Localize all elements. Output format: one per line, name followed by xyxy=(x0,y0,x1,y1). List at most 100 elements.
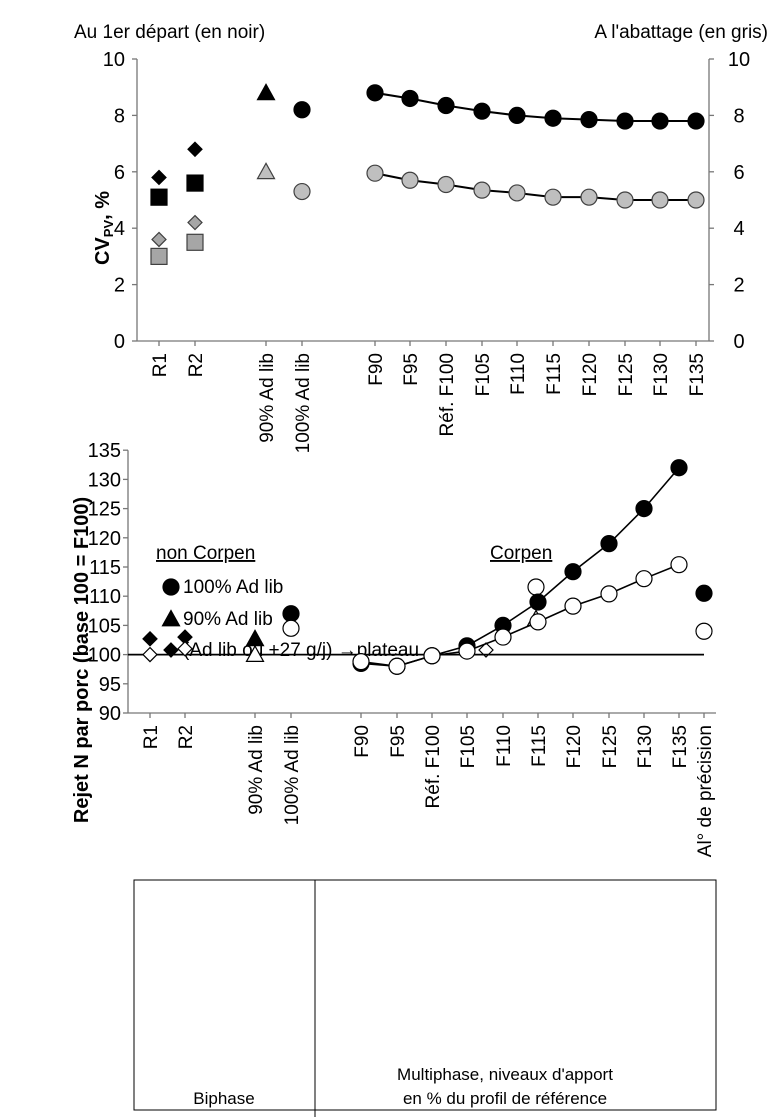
y-tick-label-right: 2 xyxy=(733,275,744,297)
data-point-c_line xyxy=(529,613,547,631)
x-tick-label: R2 xyxy=(176,725,197,749)
x-tick-label: F135 xyxy=(687,353,708,396)
y-tick-label: 110 xyxy=(89,586,121,608)
y-axis-label: CVPV, % xyxy=(92,191,116,265)
series-lines xyxy=(374,91,696,201)
x-tick-label: F130 xyxy=(635,725,656,768)
legend-marker-corpen xyxy=(478,642,494,658)
data-point-aba_line xyxy=(687,191,705,209)
data-point-dep_line xyxy=(401,89,419,108)
x-tick-label: R1 xyxy=(150,353,171,377)
data-point-dep_triangle xyxy=(256,83,276,101)
x-tick-label: F120 xyxy=(564,725,585,768)
nitrogen-chart: Rejet N par porc (base 100 = F100) non C… xyxy=(71,440,717,1117)
group-table-border xyxy=(133,879,717,1111)
x-tick-labels: R1 R2 90% Ad lib 100% Ad lib F90 F95 Réf. F100… xyxy=(141,725,716,857)
y-tick-label-left: 2 xyxy=(114,275,125,297)
y-tick-label-left: 4 xyxy=(114,218,125,240)
legend: 100% Ad lib 90% Ad lib (Ad lib ou +27 g/j)… xyxy=(161,577,546,661)
x-tick-label: F105 xyxy=(458,725,479,768)
x-tick-label: F130 xyxy=(651,353,672,396)
y-tick-label-left: 10 xyxy=(103,49,125,71)
axes xyxy=(123,449,716,718)
data-point-c_line xyxy=(352,653,370,671)
data-point-dep_line xyxy=(687,112,705,130)
data-point-c_line xyxy=(635,570,653,588)
x-tick-label: F115 xyxy=(529,725,550,767)
data-point-aba_line xyxy=(366,164,384,182)
data-point-c_line xyxy=(423,647,441,665)
data-point-c_line xyxy=(388,657,406,675)
legend-label: (Ad lib ou +27 g/j) →plateau xyxy=(183,640,419,661)
y-tick-label-right: 8 xyxy=(733,105,744,127)
legend-marker-non-corpen xyxy=(163,642,179,658)
header-right: A l'abattage (en gris) xyxy=(594,22,768,43)
data-point-c_diamond xyxy=(142,646,158,663)
data-point-aba_triangle xyxy=(256,162,276,180)
x-tick-labels: R1 R2 90% Ad lib 100% Ad lib F90 F95 Réf. F100… xyxy=(150,353,708,453)
series-lines xyxy=(360,467,680,668)
x-tick-label: F105 xyxy=(473,353,494,396)
data-point-aba_square xyxy=(150,247,168,265)
data-point-c_line xyxy=(494,628,512,646)
series-line-dep_line xyxy=(374,91,696,123)
x-tick-label: F125 xyxy=(600,725,621,768)
data-point-dep_diamond xyxy=(187,141,203,158)
y-tick-label-left: 8 xyxy=(114,105,125,127)
data-point-c_diamond xyxy=(177,640,193,657)
group-label-multiphase-line2: en % du profil de référence xyxy=(403,1089,607,1108)
header-left: Au 1er départ (en noir) xyxy=(74,22,265,43)
data-point-dep_line xyxy=(651,112,669,130)
legend-label: 90% Ad lib xyxy=(183,609,273,630)
data-point-dep_diamond xyxy=(151,169,167,186)
y-tick-labels: 0 0 2 2 4 4 6 6 8 8 10 10 xyxy=(103,49,750,353)
y-tick-label-right: 10 xyxy=(728,49,750,71)
y-tick-label: 115 xyxy=(89,557,121,579)
legend-header-right: Corpen xyxy=(490,543,552,564)
y-tick-label-left: 0 xyxy=(114,331,125,353)
data-point-c_circle xyxy=(695,622,713,640)
axes xyxy=(132,58,714,346)
group-label-multiphase-line1: Multiphase, niveaux d'apport xyxy=(397,1065,613,1084)
data-point-nc_line xyxy=(635,500,653,518)
x-tick-label: 90% Ad lib xyxy=(246,725,267,815)
data-point-dep_line xyxy=(580,111,598,129)
data-point-nc_line xyxy=(670,459,688,477)
data-point-dep_line xyxy=(366,84,384,102)
series-line-nc_line xyxy=(360,467,680,668)
x-tick-label: R2 xyxy=(186,353,207,377)
data-point-c_line xyxy=(458,642,476,660)
x-tick-label: F135 xyxy=(670,725,691,768)
data-point-dep_circle xyxy=(293,101,311,119)
data-point-c_circle xyxy=(282,619,300,637)
group-table: Biphase Multiphase, niveaux d'apport en % … xyxy=(133,879,717,1117)
data-point-aba_diamond xyxy=(151,231,167,248)
data-point-dep_square xyxy=(150,188,168,206)
data-point-c_line xyxy=(600,585,618,603)
data-point-c_line xyxy=(670,556,688,574)
y-tick-label: 120 xyxy=(88,528,121,550)
y-tick-label-right: 6 xyxy=(733,162,744,184)
y-tick-label-right: 0 xyxy=(733,331,744,353)
data-point-aba_line xyxy=(508,184,526,202)
y-tick-label: 130 xyxy=(88,469,121,491)
data-point-aba_line xyxy=(651,191,669,209)
x-tick-label: 100% Ad lib xyxy=(293,353,314,453)
group-label-biphase: Biphase xyxy=(193,1089,254,1108)
data-point-c_line xyxy=(564,597,582,615)
x-tick-label: F110 xyxy=(494,725,515,767)
y-tick-label: 100 xyxy=(88,645,121,667)
x-tick-label: F90 xyxy=(366,353,387,386)
data-point-aba_circle xyxy=(293,182,311,201)
x-tick-label: F95 xyxy=(401,353,422,386)
y-tick-label: 95 xyxy=(99,674,121,696)
data-point-nc_circle xyxy=(282,605,300,623)
data-point-dep_line xyxy=(616,112,634,130)
data-point-nc_diamond xyxy=(142,630,158,647)
data-point-dep_square xyxy=(186,174,204,192)
legend-marker-corpen xyxy=(527,578,545,596)
data-point-dep_line xyxy=(508,106,526,125)
y-tick-labels: 90 95 100 105 110 115 120 125 130 135 xyxy=(88,440,121,725)
data-point-nc_line xyxy=(529,593,547,611)
